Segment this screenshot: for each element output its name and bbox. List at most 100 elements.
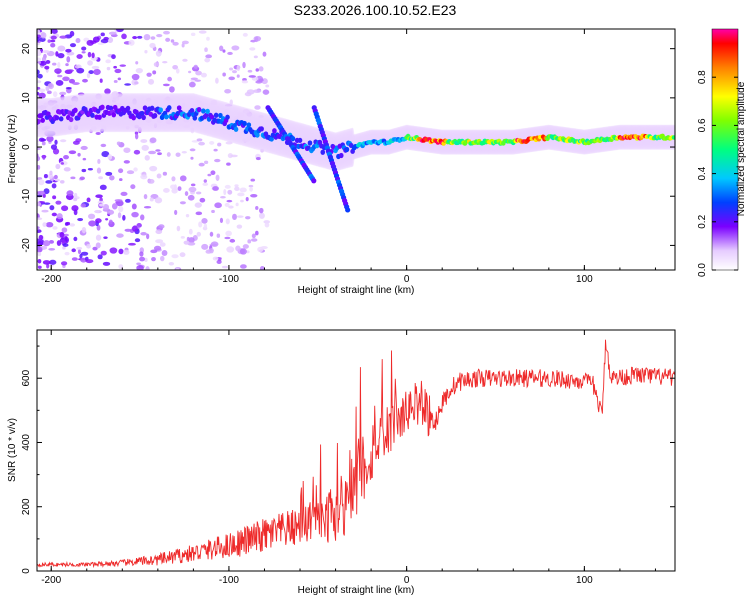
ridge-cell bbox=[201, 108, 206, 114]
noise-blob bbox=[196, 231, 201, 237]
noise-blob bbox=[49, 39, 56, 43]
noise-blob bbox=[37, 143, 40, 146]
noise-blob bbox=[37, 258, 42, 264]
x-tick-label: -100 bbox=[219, 575, 239, 586]
noise-blob bbox=[229, 238, 236, 243]
ridge-cell bbox=[111, 112, 117, 118]
noise-blob bbox=[228, 205, 234, 209]
noise-blob bbox=[143, 33, 151, 41]
noise-blob bbox=[187, 194, 195, 201]
noise-blob bbox=[56, 240, 62, 246]
ridge-cell bbox=[320, 149, 326, 155]
noise-blob bbox=[174, 209, 178, 216]
noise-blob bbox=[200, 72, 207, 78]
noise-blob bbox=[143, 193, 148, 200]
noise-blob bbox=[147, 78, 155, 85]
noise-blob bbox=[51, 29, 58, 34]
noise-blob bbox=[236, 215, 244, 218]
noise-blob bbox=[229, 67, 234, 71]
noise-blob bbox=[190, 77, 198, 81]
noise-blob bbox=[45, 85, 50, 91]
noise-blob bbox=[95, 131, 101, 135]
noise-blob bbox=[106, 66, 111, 71]
noise-blob bbox=[40, 32, 47, 39]
noise-blob bbox=[73, 192, 78, 198]
noise-blob bbox=[66, 56, 71, 63]
noise-blob bbox=[117, 212, 122, 219]
spectrogram-ylabel: Frequency (Hz) bbox=[7, 115, 18, 184]
noise-blob bbox=[49, 259, 57, 265]
noise-blob bbox=[182, 58, 188, 62]
noise-blob bbox=[49, 205, 55, 211]
y-tick-label: 20 bbox=[21, 43, 32, 55]
noise-blob bbox=[225, 218, 230, 225]
noise-blob bbox=[37, 73, 43, 79]
noise-blob bbox=[222, 49, 226, 53]
noise-blob bbox=[206, 36, 210, 41]
noise-blob bbox=[171, 176, 176, 182]
x-tick-label: 100 bbox=[576, 274, 593, 285]
noise-blob bbox=[131, 203, 137, 210]
noise-blob bbox=[219, 217, 224, 224]
noise-blob bbox=[255, 156, 261, 161]
ridge-cell bbox=[73, 107, 78, 113]
noise-blob bbox=[250, 194, 258, 198]
noise-blob bbox=[87, 51, 92, 58]
noise-blob bbox=[195, 70, 202, 76]
noise-blob bbox=[262, 51, 267, 57]
noise-blob bbox=[46, 90, 52, 95]
chirp-cell bbox=[311, 178, 317, 184]
noise-blob bbox=[259, 265, 265, 270]
noise-blob bbox=[165, 37, 171, 42]
noise-blob bbox=[85, 259, 94, 264]
noise-blob bbox=[188, 237, 195, 244]
noise-blob bbox=[77, 249, 82, 255]
noise-blob bbox=[77, 217, 84, 222]
noise-blob bbox=[54, 68, 62, 74]
spectrogram-frame bbox=[36, 28, 676, 271]
noise-blob bbox=[71, 205, 79, 212]
noise-blob bbox=[37, 246, 43, 253]
noise-blob bbox=[93, 68, 101, 76]
ridge-cell bbox=[37, 118, 41, 125]
noise-blob bbox=[188, 81, 196, 88]
noise-blob bbox=[81, 226, 87, 234]
noise-blob bbox=[126, 170, 135, 175]
noise-blob bbox=[117, 77, 122, 81]
noise-blob bbox=[213, 148, 218, 152]
noise-blob bbox=[73, 198, 78, 202]
ridge-cell bbox=[100, 104, 105, 110]
noise-blob bbox=[37, 217, 43, 221]
y-tick-label: 600 bbox=[21, 369, 32, 386]
noise-blob bbox=[199, 197, 206, 203]
noise-blob bbox=[62, 243, 69, 247]
noise-blob bbox=[215, 174, 220, 181]
noise-blob bbox=[66, 221, 71, 226]
noise-blob bbox=[262, 89, 270, 95]
noise-blob bbox=[185, 213, 190, 218]
snr-marks bbox=[37, 339, 675, 569]
noise-blob bbox=[123, 147, 131, 153]
noise-blob bbox=[248, 184, 254, 188]
noise-blob bbox=[169, 86, 175, 93]
noise-blob bbox=[204, 160, 209, 165]
noise-blob bbox=[166, 152, 171, 157]
ridge-cell bbox=[131, 115, 136, 121]
noise-blob bbox=[198, 162, 205, 167]
snr-xlabel: Height of straight line (km) bbox=[298, 585, 415, 596]
noise-blob bbox=[195, 211, 203, 216]
noise-blob bbox=[55, 163, 61, 170]
noise-blob bbox=[74, 64, 80, 69]
noise-blob bbox=[209, 141, 215, 145]
noise-blob bbox=[103, 36, 109, 41]
noise-blob bbox=[51, 212, 57, 217]
noise-blob bbox=[149, 197, 154, 202]
noise-blob bbox=[37, 201, 42, 207]
noise-blob bbox=[72, 82, 80, 85]
ridge-cell bbox=[139, 110, 145, 117]
noise-blob bbox=[215, 77, 219, 84]
noise-blob bbox=[45, 221, 54, 228]
noise-blob bbox=[42, 240, 51, 247]
noise-blob bbox=[134, 238, 141, 243]
noise-blob bbox=[258, 212, 265, 219]
